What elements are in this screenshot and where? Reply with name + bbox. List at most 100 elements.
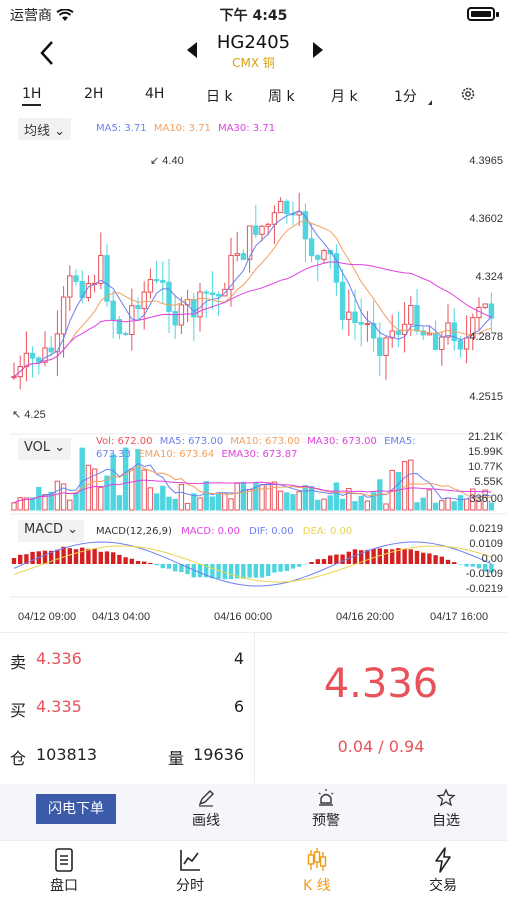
period-tab-minute[interactable]: 1分 — [394, 89, 417, 105]
volume-bar — [147, 487, 154, 511]
chart-area[interactable]: 4.3965 4.3602 4.324 4.2878 4.2515 ↙ 4.40 ↖ 4.2… — [0, 112, 507, 632]
time-axis-label: 04/13 04:00 — [92, 611, 150, 623]
macd-histogram-bar — [266, 564, 271, 577]
vol-selector-label: VOL — [24, 440, 51, 455]
volume-bar — [315, 499, 321, 511]
volume-bar — [234, 482, 240, 511]
price-alert-button[interactable]: 预警 — [296, 788, 356, 830]
candle-body — [420, 330, 426, 336]
macd-histogram-bar — [173, 564, 178, 572]
macd-histogram-bar — [315, 559, 320, 564]
candle-body — [110, 300, 116, 321]
kline-chart[interactable]: 4.3965 4.3602 4.324 4.2878 4.2515 ↙ 4.40 ↖ 4.2… — [0, 112, 507, 632]
macd-histogram-bar — [383, 549, 389, 564]
period-dropdown-caret[interactable] — [428, 100, 432, 105]
volume-bar — [160, 485, 166, 511]
open-interest-label: 仓 — [10, 749, 27, 768]
contract-title: HG2405 CMX 铜 — [0, 32, 507, 71]
tab-timeshare[interactable]: 分时 — [150, 847, 230, 895]
macd-histogram-bar — [142, 561, 147, 564]
period-tab-4h[interactable]: 4H — [145, 86, 165, 102]
status-time: 下午 4:45 — [219, 8, 288, 24]
macd-histogram-bar — [483, 564, 488, 572]
volume-bar — [203, 481, 209, 511]
draw-line-button[interactable]: 画线 — [176, 788, 236, 830]
watchlist-label: 自选 — [432, 813, 460, 829]
volume-tick-label: 21.21K — [468, 431, 504, 443]
volume-bar — [228, 498, 234, 511]
ma30-line — [13, 261, 492, 378]
period-tab-day[interactable]: 日 k — [206, 89, 233, 105]
flash-order-button[interactable]: 闪电下单 — [36, 794, 116, 824]
volume-bar — [451, 501, 457, 511]
macd-histogram-bar — [18, 554, 23, 564]
candle-body — [364, 323, 371, 326]
ma-indicator-selector[interactable]: 均线 ⌄ — [18, 118, 72, 140]
ask-label: 卖 — [10, 653, 27, 672]
candle-body — [271, 212, 278, 225]
ma-selector-label: 均线 — [24, 124, 51, 139]
volume-bar — [290, 494, 296, 511]
candle-body — [160, 279, 166, 283]
macd-histogram-bar — [148, 562, 153, 564]
macd-indicator-selector[interactable]: MACD ⌄ — [18, 520, 85, 542]
next-contract-button[interactable] — [313, 42, 323, 58]
add-watchlist-button[interactable]: 自选 — [416, 788, 476, 830]
volume-bar — [166, 496, 172, 511]
macd-value: MACD: 0.00 — [181, 526, 240, 537]
macd-histogram-bar — [42, 550, 48, 564]
previous-contract-button[interactable] — [187, 42, 197, 58]
macd-histogram-bar — [297, 564, 302, 567]
volume-bar — [122, 447, 129, 511]
quote-panel: 卖 4.336 4 买 4.335 6 仓 103813 量 19636 4.3… — [0, 632, 507, 783]
period-tab-1h[interactable]: 1H — [22, 86, 42, 106]
macd-histogram-bar — [86, 548, 91, 564]
volume-bar — [129, 468, 135, 511]
macd-histogram-bar — [235, 564, 240, 579]
gear-icon[interactable] — [460, 86, 476, 102]
volume-bar — [73, 492, 79, 511]
volume-tick-label: 10.77K — [468, 461, 504, 473]
tab-order-book[interactable]: 盘口 — [24, 847, 104, 895]
period-tab-2h[interactable]: 2H — [84, 86, 104, 102]
candle-body — [253, 225, 259, 235]
vol-indicator-selector[interactable]: VOL ⌄ — [18, 438, 72, 460]
period-tab-month[interactable]: 月 k — [331, 89, 358, 105]
period-tab-week[interactable]: 周 k — [268, 89, 295, 105]
macd-histogram-bar — [408, 549, 413, 564]
vol-ma5-legend: MA5: 673.00 — [159, 436, 224, 447]
macd-histogram-bar — [80, 547, 85, 564]
volume-bar — [184, 502, 191, 511]
volume-bar — [308, 486, 315, 511]
macd-histogram-bar — [135, 561, 141, 564]
macd-histogram-bar — [445, 559, 451, 564]
macd-histogram-bar — [98, 551, 103, 564]
volume-bar — [476, 499, 482, 511]
macd-histogram-bar — [67, 548, 72, 564]
nav-bar: HG2405 CMX 铜 — [0, 28, 507, 78]
volume-bar — [333, 482, 340, 511]
macd-histogram-bar — [241, 564, 246, 579]
volume-bar — [48, 491, 54, 511]
macd-histogram-bar — [284, 564, 289, 571]
volume-bar — [67, 499, 73, 511]
vol-ema5-legend: EMA5: — [384, 436, 416, 447]
candle-body — [488, 303, 495, 319]
volume-bar — [222, 493, 228, 511]
volume-bar — [60, 483, 67, 511]
volume-bar — [327, 495, 333, 511]
volume-bar — [358, 495, 364, 511]
candle-body — [414, 305, 420, 332]
back-icon[interactable] — [36, 38, 60, 68]
volume-bar — [470, 488, 476, 511]
candle-body — [116, 319, 123, 335]
macd-histogram-bar — [129, 558, 134, 564]
volume-bar — [302, 485, 309, 511]
volume-bar — [321, 498, 327, 511]
candle-body — [166, 281, 172, 312]
volume-bar — [463, 498, 470, 511]
tab-trade[interactable]: 交易 — [403, 847, 483, 895]
tab-kline[interactable]: K 线 — [277, 847, 357, 895]
macd-histogram-bar — [476, 564, 482, 569]
volume-tick-label: 336.00 — [469, 493, 503, 505]
